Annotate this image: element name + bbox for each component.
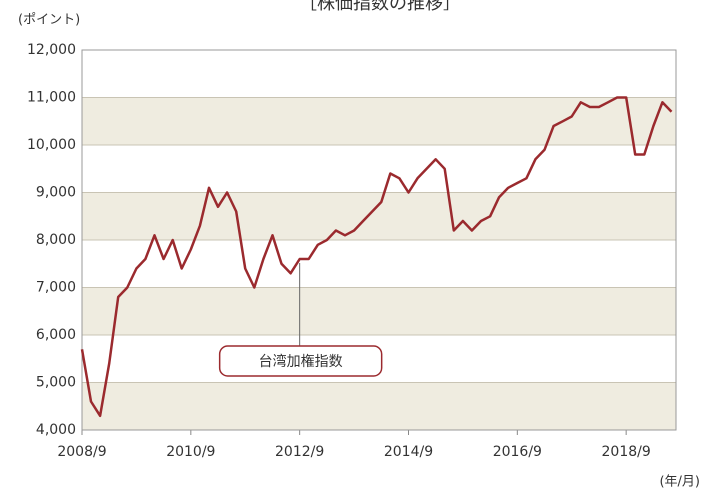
chart-title: ［株価指数の推移］ bbox=[299, 0, 461, 14]
x-tick-label: 2012/9 bbox=[275, 444, 324, 460]
x-tick-label: 2014/9 bbox=[384, 444, 433, 460]
grid-band bbox=[82, 192, 676, 240]
grid-band bbox=[82, 97, 676, 145]
y-tick-label: 4,000 bbox=[36, 422, 76, 438]
y-tick-label: 10,000 bbox=[27, 137, 76, 153]
x-axis-label: (年/月) bbox=[659, 475, 700, 490]
annotation-label: 台湾加権指数 bbox=[259, 353, 343, 370]
x-tick-label: 2010/9 bbox=[166, 444, 215, 460]
grid-band bbox=[82, 382, 676, 430]
line-series bbox=[80, 96, 673, 418]
grid-band bbox=[82, 287, 676, 335]
y-tick-label: 8,000 bbox=[36, 232, 76, 248]
y-tick-label: 9,000 bbox=[36, 185, 76, 201]
x-tick-label: 2008/9 bbox=[57, 444, 106, 460]
x-tick-label: 2016/9 bbox=[493, 444, 542, 460]
y-axis-label: (ポイント) bbox=[18, 13, 80, 28]
y-tick-label: 12,000 bbox=[27, 42, 76, 58]
x-tick-label: 2018/9 bbox=[602, 444, 651, 460]
y-tick-label: 7,000 bbox=[36, 280, 76, 296]
y-tick-label: 5,000 bbox=[36, 375, 76, 391]
annotation-box bbox=[218, 345, 383, 377]
y-tick-label: 6,000 bbox=[36, 327, 76, 343]
plot-frame bbox=[81, 49, 677, 431]
y-tick-label: 11,000 bbox=[27, 90, 76, 106]
